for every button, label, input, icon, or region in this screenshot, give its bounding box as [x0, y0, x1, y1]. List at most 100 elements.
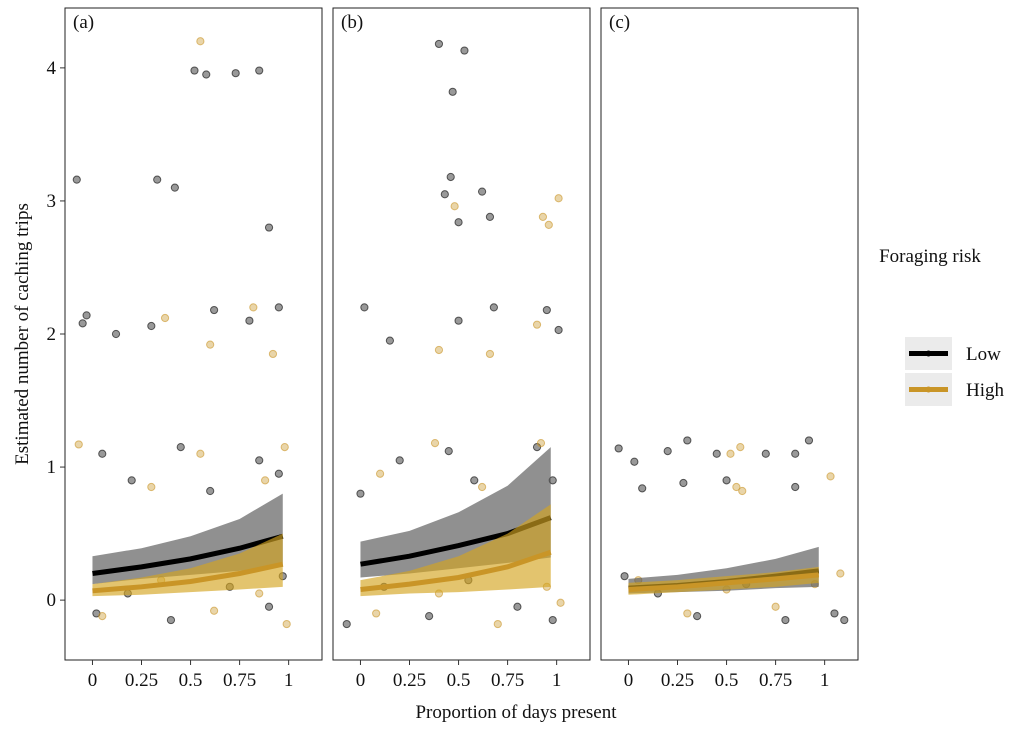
point — [264, 602, 274, 611]
point — [245, 316, 254, 325]
point — [372, 609, 381, 618]
point — [448, 87, 457, 96]
point — [736, 443, 745, 452]
x-tick-label: 0 — [624, 670, 634, 691]
point — [209, 606, 219, 615]
point — [72, 175, 81, 184]
point — [280, 443, 289, 452]
point — [556, 598, 565, 607]
point — [255, 589, 264, 598]
point — [202, 70, 211, 79]
point — [360, 303, 369, 312]
x-tick-label: 0.5 — [715, 670, 739, 691]
y-tick-label: 2 — [47, 324, 57, 345]
point — [722, 476, 731, 485]
point — [375, 469, 385, 478]
point — [74, 440, 83, 449]
x-tick-label: 1 — [552, 670, 562, 691]
point — [554, 194, 563, 203]
legend-label: Low — [966, 344, 1001, 365]
point — [532, 320, 542, 329]
x-tick-label: 0.5 — [179, 670, 203, 691]
panel-label: (b) — [341, 12, 363, 33]
point — [485, 349, 495, 359]
point — [693, 611, 702, 621]
point — [538, 212, 548, 222]
point — [493, 619, 502, 629]
x-tick-label: 1 — [284, 670, 294, 691]
point — [781, 615, 790, 625]
point — [78, 319, 87, 328]
x-tick-label: 0.25 — [661, 670, 694, 691]
fit-line — [360, 549, 552, 592]
x-axis-label: Proportion of days present — [415, 702, 617, 723]
point — [513, 602, 522, 611]
point — [440, 190, 449, 199]
point — [804, 436, 814, 445]
y-tick-label: 4 — [47, 58, 57, 79]
point — [683, 609, 692, 618]
point — [385, 336, 394, 345]
point — [761, 449, 770, 458]
point — [536, 439, 546, 448]
point — [614, 444, 623, 453]
point — [434, 345, 444, 355]
fit-line — [628, 572, 819, 592]
point — [738, 486, 747, 496]
x-tick-label: 0 — [88, 670, 98, 691]
panel: (a) 0 0.25 0.5 0.75 1 — [64, 7, 323, 691]
point — [261, 476, 270, 485]
point — [485, 212, 495, 222]
fit-line — [92, 533, 284, 576]
point — [282, 619, 291, 629]
point — [830, 609, 839, 618]
fit-line — [92, 561, 284, 594]
point — [166, 615, 176, 625]
point — [840, 615, 849, 625]
point — [82, 311, 91, 320]
point — [170, 183, 179, 192]
point — [395, 456, 404, 465]
legend-key-point — [925, 350, 932, 357]
point — [249, 303, 258, 312]
point — [771, 602, 780, 611]
point — [836, 569, 845, 578]
point — [791, 449, 800, 458]
point — [638, 484, 647, 493]
y-tick-label: 0 — [47, 590, 57, 611]
point — [683, 436, 692, 445]
y-tick-label: 1 — [47, 457, 57, 478]
point — [444, 446, 453, 456]
legend-key-point — [925, 386, 932, 393]
point — [430, 439, 440, 448]
point — [489, 303, 498, 312]
legend-label: High — [966, 380, 1005, 401]
confidence-ribbon — [92, 533, 283, 597]
y-axis-label: Estimated number of caching trips — [12, 203, 33, 465]
panel: (b) 0 0.25 0.5 0.75 1 — [332, 7, 591, 691]
point — [732, 482, 741, 492]
point — [450, 202, 459, 211]
point — [196, 449, 205, 458]
panel-frame — [600, 7, 859, 661]
point — [712, 449, 721, 458]
point — [446, 172, 455, 182]
point — [434, 39, 444, 49]
point — [620, 572, 629, 581]
point — [206, 340, 215, 349]
point — [190, 66, 199, 75]
point — [342, 619, 351, 629]
x-tick-label: 0.75 — [491, 670, 524, 691]
x-tick-label: 0 — [356, 670, 366, 691]
point — [663, 446, 672, 456]
panel-label: (a) — [73, 12, 94, 33]
x-tick-label: 0.75 — [223, 670, 256, 691]
panel-label: (c) — [609, 12, 630, 33]
point — [554, 325, 563, 335]
panel: (c) 0 0.25 0.5 0.75 1 — [600, 7, 859, 691]
confidence-ribbon — [360, 504, 551, 597]
point — [477, 482, 487, 492]
point — [147, 321, 156, 331]
point — [726, 449, 735, 458]
x-tick-label: 0.25 — [125, 670, 158, 691]
